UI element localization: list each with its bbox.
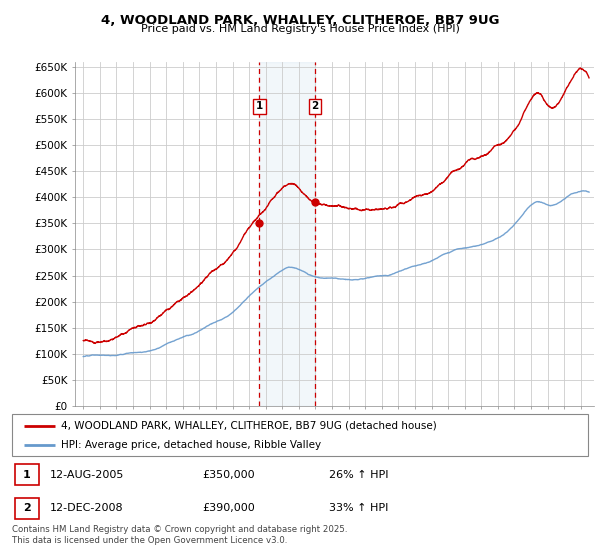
Text: 4, WOODLAND PARK, WHALLEY, CLITHEROE, BB7 9UG: 4, WOODLAND PARK, WHALLEY, CLITHEROE, BB… [101,14,499,27]
Text: 1: 1 [23,470,31,480]
Text: 2: 2 [23,503,31,513]
Text: 12-DEC-2008: 12-DEC-2008 [49,503,123,513]
Text: Price paid vs. HM Land Registry's House Price Index (HPI): Price paid vs. HM Land Registry's House … [140,24,460,34]
Text: £390,000: £390,000 [202,503,255,513]
Text: £350,000: £350,000 [202,470,255,480]
Text: 1: 1 [256,101,263,111]
Text: 4, WOODLAND PARK, WHALLEY, CLITHEROE, BB7 9UG (detached house): 4, WOODLAND PARK, WHALLEY, CLITHEROE, BB… [61,421,437,431]
Text: HPI: Average price, detached house, Ribble Valley: HPI: Average price, detached house, Ribb… [61,440,321,450]
FancyBboxPatch shape [12,414,588,456]
Text: 2: 2 [311,101,319,111]
FancyBboxPatch shape [15,464,39,485]
Text: 12-AUG-2005: 12-AUG-2005 [49,470,124,480]
Text: Contains HM Land Registry data © Crown copyright and database right 2025.
This d: Contains HM Land Registry data © Crown c… [12,525,347,545]
FancyBboxPatch shape [15,498,39,519]
Bar [259,62,315,406]
Text: 26% ↑ HPI: 26% ↑ HPI [329,470,388,480]
Text: 33% ↑ HPI: 33% ↑ HPI [329,503,388,513]
